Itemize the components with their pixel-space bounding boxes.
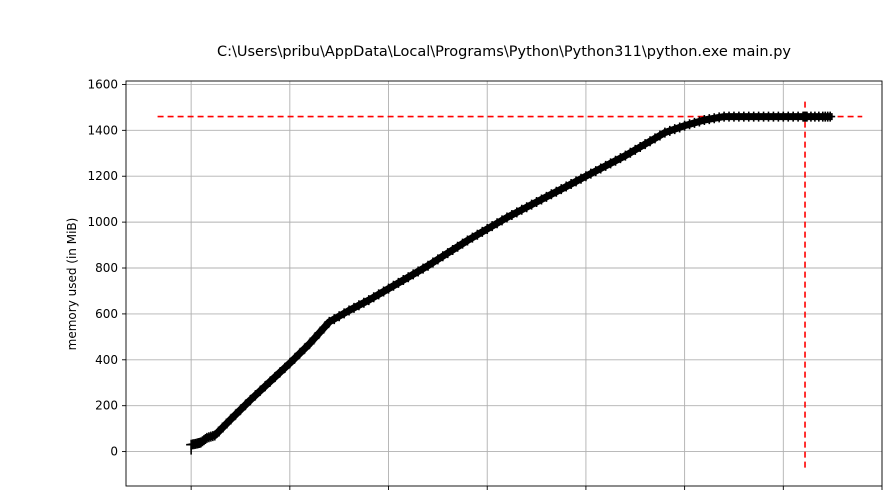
y-tick-label: 800 xyxy=(95,261,118,275)
series-point xyxy=(245,394,256,405)
series-point xyxy=(240,399,251,410)
series-point xyxy=(319,322,330,333)
series-point xyxy=(225,414,236,425)
series-point xyxy=(669,124,680,135)
series-point xyxy=(714,112,725,123)
chart-title: C:\Users\pribu\AppData\Local\Programs\Py… xyxy=(217,44,791,60)
series-point xyxy=(704,114,715,125)
y-tick-label: 1200 xyxy=(87,169,118,183)
series-point xyxy=(674,122,685,133)
series-point xyxy=(250,390,261,401)
y-tick-label: 1600 xyxy=(87,77,118,91)
y-tick-label: 0 xyxy=(110,445,118,459)
y-tick-label: 1000 xyxy=(87,215,118,229)
series-point xyxy=(279,362,290,373)
y-tick-label: 600 xyxy=(95,307,118,321)
plot-frame xyxy=(125,80,883,487)
series-point xyxy=(289,353,300,364)
y-tick-label: 400 xyxy=(95,353,118,367)
series-point xyxy=(314,327,325,338)
series-point xyxy=(684,119,695,130)
axis-ticks: 0 200 400 600 800 1000 1200 1400 1600 xyxy=(87,77,883,490)
series-point xyxy=(679,120,690,131)
series-point xyxy=(230,409,241,420)
y-axis-label: memory used (in MiB) xyxy=(65,218,79,351)
series-point xyxy=(709,113,720,124)
series-point xyxy=(294,348,305,359)
y-tick-label: 200 xyxy=(95,399,118,413)
series-point xyxy=(699,115,710,126)
grid xyxy=(126,81,883,486)
series-point xyxy=(689,117,700,128)
series-point xyxy=(255,385,266,396)
series-point xyxy=(304,338,315,349)
series-point xyxy=(270,372,281,383)
series-point xyxy=(659,127,670,138)
series-point xyxy=(694,116,705,127)
series-point xyxy=(309,333,320,344)
series-point xyxy=(825,111,836,122)
y-tick-label: 1400 xyxy=(87,123,118,137)
series-point xyxy=(284,358,295,369)
series-point xyxy=(664,125,675,136)
series-layer xyxy=(186,111,836,455)
reference-lines xyxy=(157,99,863,468)
series-point xyxy=(274,367,285,378)
series-line xyxy=(190,113,833,449)
series-point xyxy=(260,381,271,392)
series-point xyxy=(265,376,276,387)
series-point xyxy=(235,404,246,415)
series-point xyxy=(299,343,310,354)
